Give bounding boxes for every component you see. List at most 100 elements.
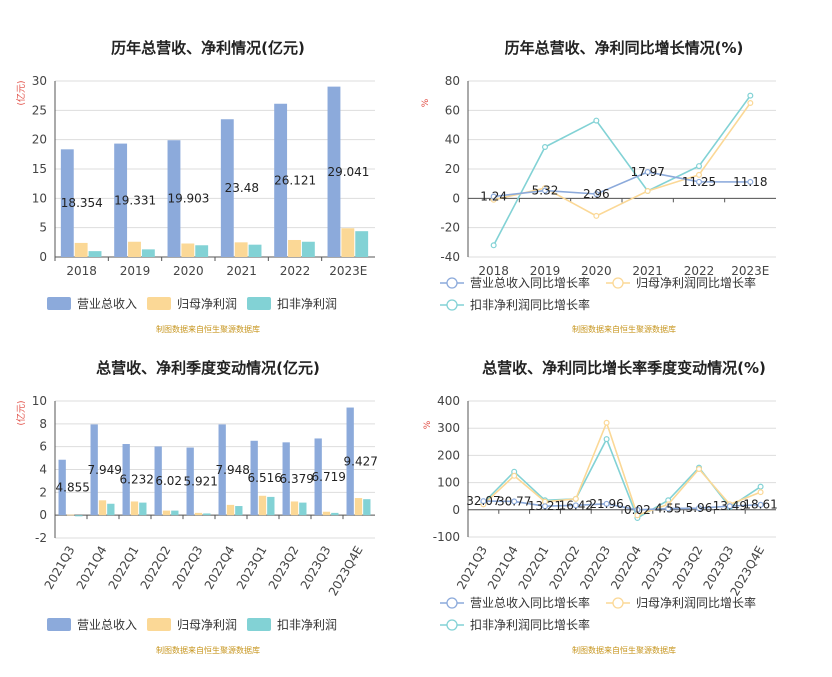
bar-data-label: 9.427: [344, 454, 378, 468]
line-point: [757, 489, 764, 496]
line-point: [541, 187, 548, 194]
source-note: 制图数据来自恒生聚源数据库: [572, 645, 676, 655]
chart-title: 历年总营收、净利情况(亿元): [111, 39, 305, 57]
line-point: [644, 168, 651, 175]
line-point: [634, 506, 641, 513]
legend-label: 归母净利润同比增长率: [636, 275, 756, 290]
x-tick-label: 2023Q2: [266, 544, 302, 592]
bar-data-label: 6.379: [280, 472, 314, 486]
line-data-label: 21.96: [589, 497, 623, 511]
bar-data-label: 6.02: [155, 474, 182, 488]
legend-label: 扣非净利润: [277, 297, 337, 311]
y-tick-label: 80: [445, 74, 460, 88]
legend-swatch: [147, 618, 171, 631]
legend-label: 营业总收入同比增长率: [470, 275, 590, 290]
y-tick-label: 25: [32, 103, 47, 117]
line-point: [665, 505, 672, 512]
bar-data-label: 19.903: [167, 192, 209, 206]
legend-label: 营业总收入同比增长率: [470, 595, 590, 610]
x-tick-label: 2022Q2: [138, 544, 174, 592]
line-point: [541, 503, 548, 510]
bar-net-profit: [288, 239, 301, 257]
bar-deducted-profit: [75, 515, 83, 517]
bar-deducted-profit: [235, 506, 243, 516]
y-tick-label: 6: [39, 440, 47, 454]
x-tick-label: 2023E: [731, 264, 769, 278]
chart-title: 总营收、净利季度变动情况(亿元): [96, 359, 320, 377]
bar-revenue: [167, 140, 181, 257]
bar-net-profit: [354, 498, 363, 516]
line-data-label: 1.24: [480, 190, 507, 204]
line-point: [747, 178, 754, 185]
legend-label: 扣非净利润同比增长率: [470, 297, 590, 312]
line-point: [480, 498, 487, 505]
legend-swatch: [47, 297, 71, 310]
x-tick-label: 2022Q3: [170, 544, 206, 592]
y-tick-label: 40: [445, 133, 460, 147]
chart-title: 总营收、净利同比增长率季度变动情况(%): [482, 359, 766, 377]
y-tick-label: 300: [437, 421, 460, 435]
y-tick-label: 20: [32, 133, 47, 147]
x-tick-label: 2021: [632, 264, 663, 278]
y-tick-label: 0: [452, 191, 460, 205]
bar-data-label: 6.232: [120, 473, 154, 487]
bar-deducted-profit: [141, 249, 155, 257]
y-tick-label: -40: [440, 250, 460, 264]
bar-net-profit: [98, 500, 107, 516]
bar-net-profit: [226, 504, 235, 516]
line-point: [593, 117, 600, 124]
legend-label: 扣非净利润同比增长率: [470, 617, 590, 632]
x-tick-label: 2022Q1: [106, 544, 142, 592]
bar-revenue: [90, 424, 98, 516]
bar-net-profit: [194, 512, 203, 516]
line-point: [593, 212, 600, 219]
legend-swatch: [247, 297, 271, 310]
bar-data-label: 4.855: [56, 480, 90, 494]
bar-revenue: [250, 440, 258, 516]
line-data-label: 32.07: [466, 494, 500, 508]
y-tick-label: -100: [433, 530, 460, 544]
legend-marker: [612, 277, 624, 289]
bar-net-profit: [258, 495, 267, 516]
line-data-label: 13.49: [713, 499, 747, 513]
bar-net-profit: [74, 242, 88, 257]
line-point: [696, 178, 703, 185]
x-tick-label: 2021Q3: [42, 544, 78, 592]
line-point: [603, 500, 610, 507]
y-tick-label: -20: [440, 221, 460, 235]
line-data-label: 17.97: [630, 165, 664, 179]
legend-marker: [446, 299, 458, 311]
line-data-label: 16.42: [559, 498, 593, 512]
chart-quarterly-revenue-profit: 总营收、净利季度变动情况(亿元) (亿元) -2 0 2 4 6 8 10 2021Q3 2021Q…: [0, 345, 416, 673]
y-tick-label: -2: [35, 531, 47, 545]
x-tick-label: 2018: [478, 264, 509, 278]
bar-revenue: [154, 446, 162, 516]
bar-deducted-profit: [355, 231, 369, 257]
line-point: [490, 193, 497, 200]
line-revenue-growth: [493, 171, 751, 198]
bar-revenue: [274, 103, 288, 257]
line-data-label: 0.02: [624, 503, 651, 517]
chart-annual-growth: 历年总营收、净利同比增长情况(%)% -40 -20 0 20 40 60 80 2018 201…: [416, 0, 832, 345]
bar-revenue: [327, 86, 341, 258]
legend-label: 归母净利润: [177, 297, 237, 311]
line-data-label: 13.21: [528, 499, 562, 513]
y-tick-label: 15: [32, 162, 47, 176]
bar-net-profit: [130, 501, 139, 516]
x-tick-label: 2022Q4: [202, 544, 238, 592]
line-point: [541, 144, 548, 151]
y-axis-unit-label: (亿元): [15, 80, 27, 105]
y-tick-label: 5: [39, 221, 47, 235]
bar-data-label: 5.921: [184, 474, 218, 488]
legend-label: 归母净利润同比增长率: [636, 595, 756, 610]
bar-deducted-profit: [299, 502, 307, 516]
line-data-label: 18.61: [743, 498, 777, 512]
line-point: [747, 92, 754, 99]
bar-net-profit: [128, 241, 141, 257]
line-point: [572, 502, 579, 509]
legend-label: 营业总收入: [77, 618, 137, 632]
line-point: [572, 495, 579, 502]
bar-deducted-profit: [331, 512, 339, 516]
bar-deducted-profit: [203, 513, 211, 516]
y-tick-label: 400: [437, 394, 460, 408]
